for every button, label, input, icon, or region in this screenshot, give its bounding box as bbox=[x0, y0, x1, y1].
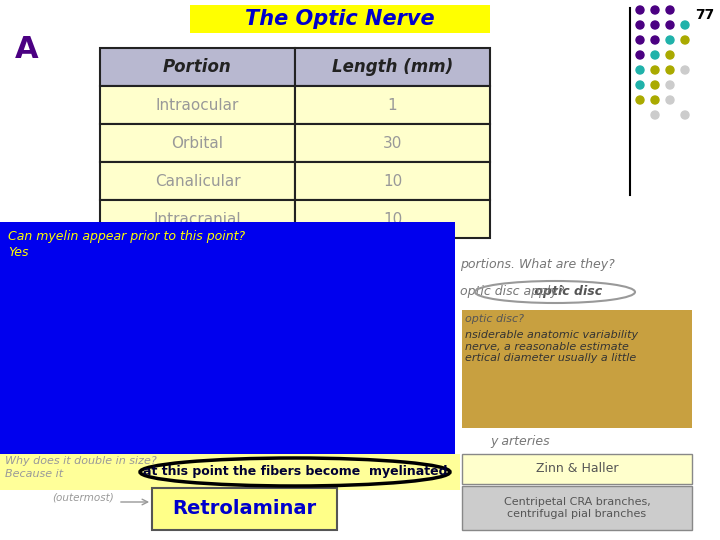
Text: Can myelin appear prior to this point?: Can myelin appear prior to this point? bbox=[8, 230, 245, 243]
Circle shape bbox=[651, 21, 659, 29]
Circle shape bbox=[636, 6, 644, 14]
FancyBboxPatch shape bbox=[462, 310, 692, 428]
Text: 77: 77 bbox=[695, 8, 714, 22]
Text: Zinn & Haller: Zinn & Haller bbox=[536, 462, 618, 476]
Circle shape bbox=[666, 36, 674, 44]
Circle shape bbox=[681, 36, 689, 44]
Text: 30: 30 bbox=[383, 136, 402, 151]
FancyBboxPatch shape bbox=[295, 48, 490, 86]
FancyBboxPatch shape bbox=[190, 5, 490, 33]
Text: portions. What are they?: portions. What are they? bbox=[460, 258, 615, 271]
Text: Intracranial: Intracranial bbox=[153, 212, 241, 226]
FancyBboxPatch shape bbox=[462, 486, 692, 530]
FancyBboxPatch shape bbox=[295, 162, 490, 200]
Circle shape bbox=[651, 36, 659, 44]
Circle shape bbox=[651, 66, 659, 74]
FancyBboxPatch shape bbox=[462, 454, 692, 484]
Circle shape bbox=[666, 96, 674, 104]
Circle shape bbox=[636, 21, 644, 29]
Circle shape bbox=[651, 81, 659, 89]
Text: Retrolaminar: Retrolaminar bbox=[172, 500, 316, 518]
Text: Intraocular: Intraocular bbox=[156, 98, 239, 112]
Circle shape bbox=[681, 111, 689, 119]
Text: optic disc: optic disc bbox=[460, 285, 602, 298]
Text: The Optic Nerve: The Optic Nerve bbox=[246, 9, 435, 29]
Text: A: A bbox=[15, 35, 39, 64]
Circle shape bbox=[651, 6, 659, 14]
Circle shape bbox=[666, 6, 674, 14]
Circle shape bbox=[666, 21, 674, 29]
Circle shape bbox=[666, 81, 674, 89]
FancyBboxPatch shape bbox=[295, 200, 490, 238]
FancyBboxPatch shape bbox=[0, 454, 460, 490]
Circle shape bbox=[636, 51, 644, 59]
Circle shape bbox=[666, 66, 674, 74]
Text: at this point the fibers become  myelinated: at this point the fibers become myelinat… bbox=[143, 465, 447, 478]
FancyBboxPatch shape bbox=[100, 86, 295, 124]
FancyBboxPatch shape bbox=[152, 488, 337, 530]
Circle shape bbox=[651, 111, 659, 119]
Text: optic disc?: optic disc? bbox=[465, 314, 524, 324]
Circle shape bbox=[636, 36, 644, 44]
Text: Length (mm): Length (mm) bbox=[332, 58, 453, 76]
Text: Portion: Portion bbox=[163, 58, 232, 76]
Circle shape bbox=[636, 81, 644, 89]
FancyBboxPatch shape bbox=[100, 200, 295, 238]
Text: Canalicular: Canalicular bbox=[155, 173, 240, 188]
FancyBboxPatch shape bbox=[100, 124, 295, 162]
FancyBboxPatch shape bbox=[295, 86, 490, 124]
Text: 1: 1 bbox=[387, 98, 397, 112]
FancyBboxPatch shape bbox=[100, 48, 295, 86]
Text: Yes: Yes bbox=[8, 246, 29, 259]
Circle shape bbox=[681, 21, 689, 29]
Text: Centripetal CRA branches,
centrifugal pial branches: Centripetal CRA branches, centrifugal pi… bbox=[503, 497, 650, 519]
Circle shape bbox=[636, 66, 644, 74]
Text: Why does it double in size?: Why does it double in size? bbox=[5, 456, 157, 466]
Circle shape bbox=[666, 51, 674, 59]
FancyBboxPatch shape bbox=[295, 124, 490, 162]
Circle shape bbox=[681, 66, 689, 74]
FancyBboxPatch shape bbox=[100, 162, 295, 200]
Circle shape bbox=[651, 96, 659, 104]
Text: y arteries: y arteries bbox=[490, 435, 549, 448]
Ellipse shape bbox=[140, 458, 450, 486]
Text: Because it: Because it bbox=[5, 469, 63, 479]
Text: Orbital: Orbital bbox=[171, 136, 223, 151]
Text: 10: 10 bbox=[383, 212, 402, 226]
Circle shape bbox=[651, 51, 659, 59]
Text: (outermost): (outermost) bbox=[52, 493, 114, 503]
Text: optic disc apply?: optic disc apply? bbox=[460, 285, 564, 298]
Text: 10: 10 bbox=[383, 173, 402, 188]
Circle shape bbox=[636, 96, 644, 104]
Text: nsiderable anatomic variability
nerve, a reasonable estimate
ertical diameter us: nsiderable anatomic variability nerve, a… bbox=[465, 330, 638, 363]
FancyBboxPatch shape bbox=[0, 222, 455, 454]
